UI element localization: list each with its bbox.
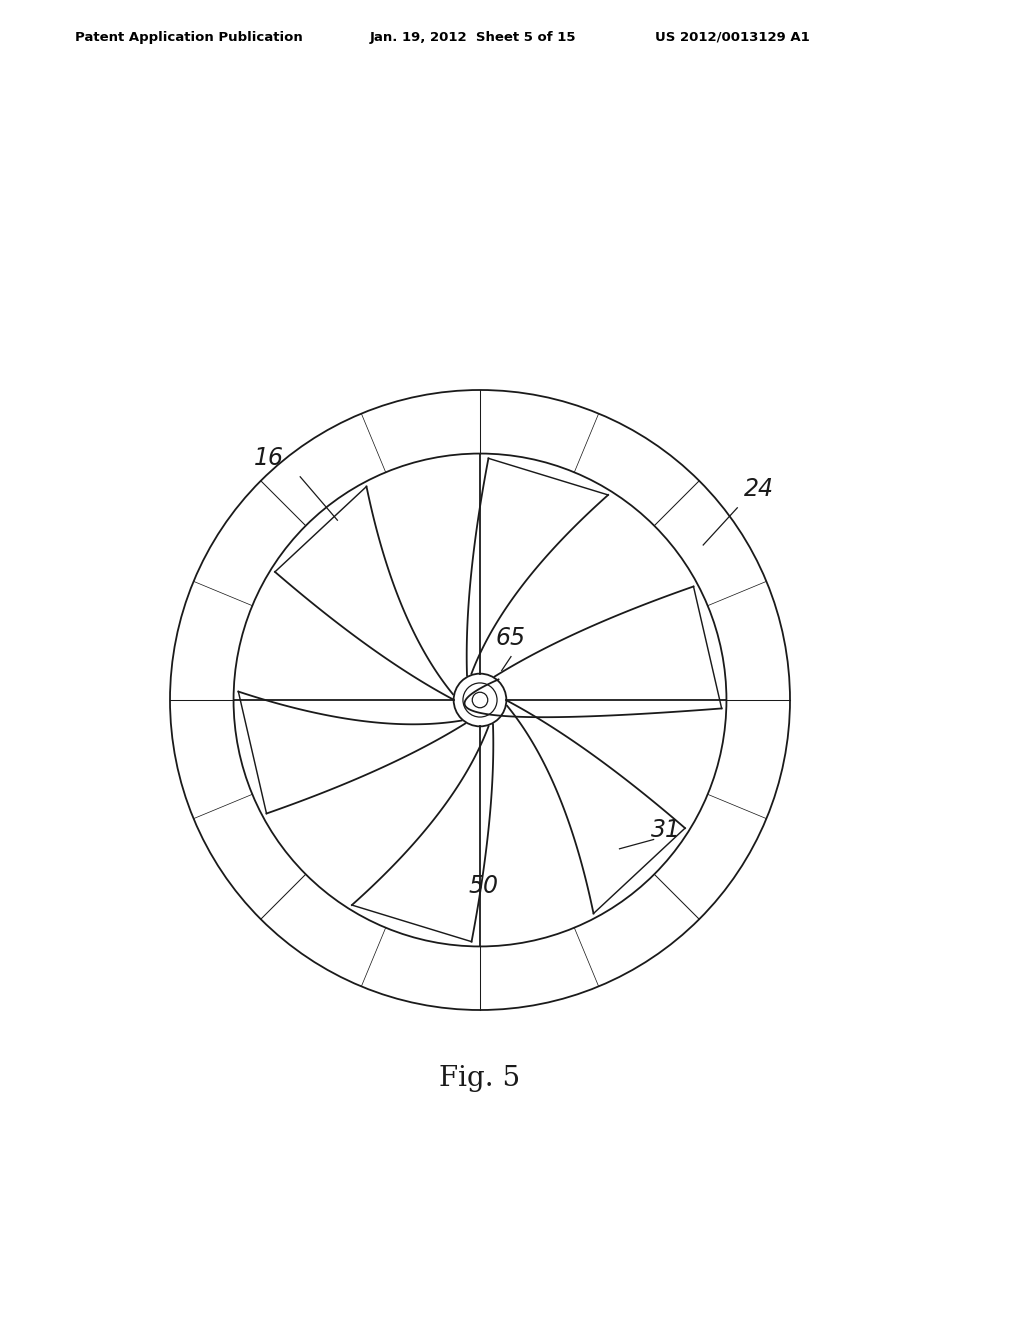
Text: 16: 16: [254, 446, 285, 470]
Text: US 2012/0013129 A1: US 2012/0013129 A1: [655, 30, 810, 44]
Text: 24: 24: [744, 478, 774, 502]
Text: 50: 50: [468, 874, 498, 898]
Text: 65: 65: [496, 626, 526, 649]
Text: 31: 31: [651, 818, 681, 842]
Text: Patent Application Publication: Patent Application Publication: [75, 30, 303, 44]
Text: Jan. 19, 2012  Sheet 5 of 15: Jan. 19, 2012 Sheet 5 of 15: [370, 30, 577, 44]
Text: Fig. 5: Fig. 5: [439, 1064, 520, 1092]
